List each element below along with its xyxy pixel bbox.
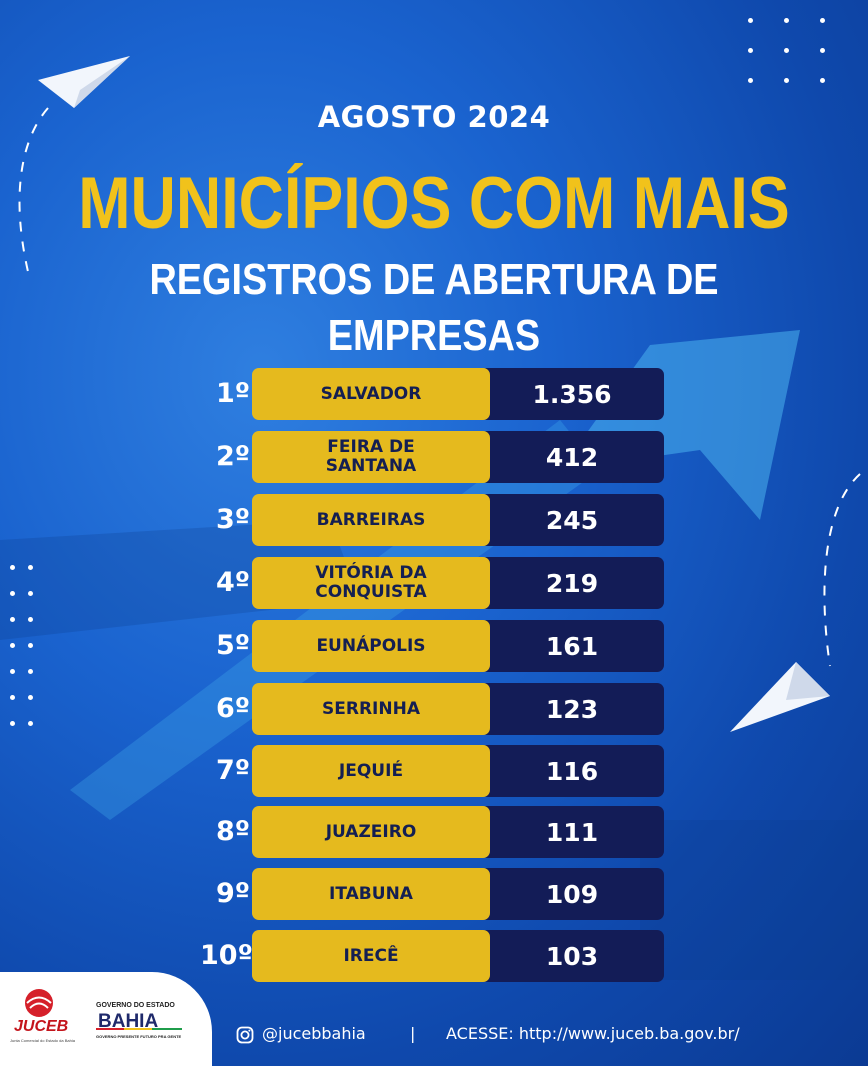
count-value: 109 (480, 868, 664, 920)
count-value: 412 (480, 431, 664, 483)
count-value: 116 (480, 745, 664, 797)
dashed-path-decoration (823, 473, 861, 667)
gov-title: GOVERNO DO ESTADO (96, 1002, 175, 1009)
city-name: FEIRA DE SANTANA (252, 431, 490, 483)
footer-logo-panel: JUCEB Junta Comercial do Estado da Bahia… (0, 972, 212, 1066)
city-name: JEQUIÉ (252, 745, 490, 797)
instagram-icon[interactable] (236, 1026, 254, 1044)
city-name: VITÓRIA DA CONQUISTA (252, 557, 490, 609)
rank-label: 4º (215, 567, 250, 598)
ranking-row: 6º 123 SERRINHA (200, 683, 670, 735)
city-name: SALVADOR (252, 368, 490, 420)
website-link[interactable]: ACESSE: http://www.juceb.ba.gov.br/ (446, 1024, 740, 1043)
city-name: IRECÊ (252, 930, 490, 982)
city-name: SERRINHA (252, 683, 490, 735)
rank-label: 6º (215, 693, 250, 724)
juceb-tagline: Junta Comercial do Estado da Bahia (10, 1038, 75, 1043)
count-value: 103 (480, 930, 664, 982)
city-name: ITABUNA (252, 868, 490, 920)
count-value: 161 (480, 620, 664, 672)
ranking-row: 1º 1.356 SALVADOR (200, 368, 670, 420)
ranking-row: 2º 412 FEIRA DE SANTANA (200, 431, 670, 483)
city-name: JUAZEIRO (252, 806, 490, 858)
ranking-row: 9º 109 ITABUNA (200, 868, 670, 920)
footer-separator: | (410, 1024, 416, 1043)
rank-label: 8º (215, 816, 250, 847)
count-value: 111 (480, 806, 664, 858)
page-subtitle: REGISTROS DE ABERTURA DE EMPRESAS (149, 255, 719, 360)
svg-text:BAHIA: BAHIA (98, 1011, 158, 1030)
rank-label: 9º (215, 878, 250, 909)
page-title: MUNICÍPIOS COM MAIS (78, 163, 790, 244)
period-subtitle: AGOSTO 2024 (317, 100, 551, 134)
rank-label: 3º (215, 504, 250, 535)
rank-label: 1º (215, 378, 250, 409)
dot-grid-decoration (10, 565, 40, 735)
juceb-logo: JUCEB (14, 1018, 69, 1035)
juceb-logo-mark (25, 989, 53, 1017)
count-value: 1.356 (480, 368, 664, 420)
ranking-row: 4º 219 VITÓRIA DA CONQUISTA (200, 557, 670, 609)
count-value: 245 (480, 494, 664, 546)
ranking-row: 8º 111 JUAZEIRO (200, 806, 670, 858)
ranking-row: 3º 245 BARREIRAS (200, 494, 670, 546)
count-value: 123 (480, 683, 664, 735)
count-value: 219 (480, 557, 664, 609)
city-name: BARREIRAS (252, 494, 490, 546)
dot-grid-decoration (748, 18, 828, 88)
bahia-logo: BAHIA (96, 1010, 182, 1030)
ranking-row: 7º 116 JEQUIÉ (200, 745, 670, 797)
rank-label: 10º (200, 940, 253, 971)
instagram-handle[interactable]: @jucebbahia (262, 1024, 366, 1043)
rank-label: 7º (215, 755, 250, 786)
ranking-row: 10º 103 IRECÊ (200, 930, 670, 982)
paper-plane-icon (730, 662, 830, 732)
rank-label: 5º (215, 630, 250, 661)
city-name: EUNÁPOLIS (252, 620, 490, 672)
rank-label: 2º (215, 441, 250, 472)
gov-tagline: GOVERNO PRESENTE FUTURO PRA GENTE (96, 1034, 182, 1039)
ranking-row: 5º 161 EUNÁPOLIS (200, 620, 670, 672)
paper-plane-icon (38, 56, 130, 108)
